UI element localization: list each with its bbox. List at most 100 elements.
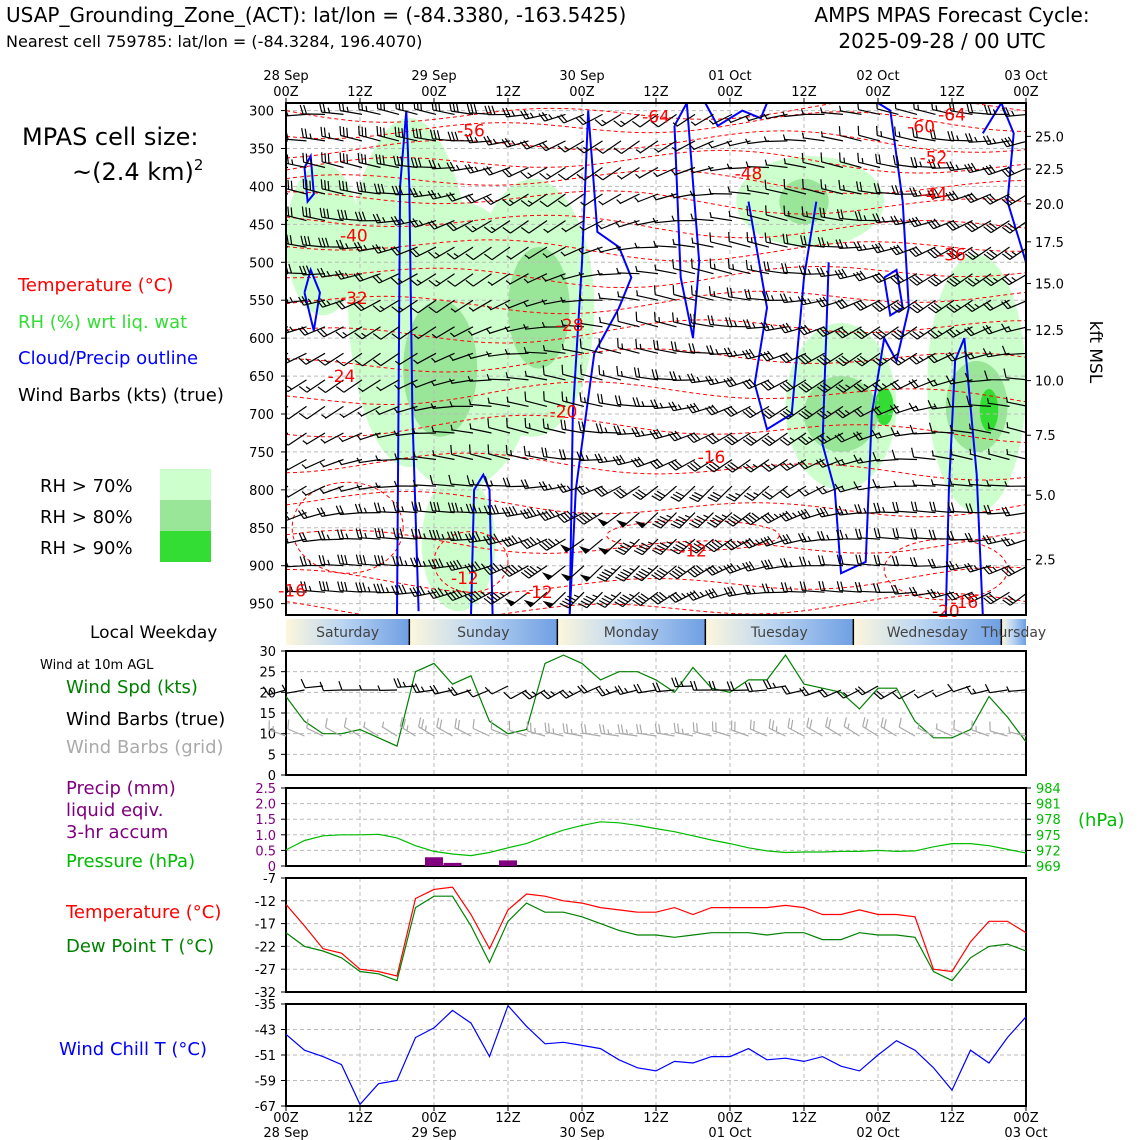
wind-barb [927, 299, 955, 314]
weekday-label: Saturday [316, 625, 379, 641]
wind-barb [782, 111, 807, 118]
wind-barb [334, 269, 363, 280]
y-tick-label: -59 [255, 1075, 276, 1090]
wind-barb [596, 565, 622, 582]
wind-barb [615, 244, 640, 251]
wind-barb [483, 562, 511, 576]
wind-barb [689, 485, 714, 503]
wind-barb [834, 432, 862, 443]
wind-barb [504, 299, 529, 309]
cell-size-label: MPAS cell size: [22, 123, 198, 151]
wind-speed-label: Wind Spd (kts) [66, 677, 198, 698]
wind-barb [335, 299, 363, 310]
temperature-contour-labels: -56-64 -60-64-52-48-44-40-36-32-28-24-20-… [278, 105, 978, 622]
top-time-label: 00Z [421, 85, 447, 100]
wind-barb [819, 207, 844, 222]
wind-barb [783, 205, 807, 222]
wind-barb [356, 484, 381, 490]
wind-barb [909, 424, 936, 435]
wind-barb [465, 246, 492, 261]
wind-barb [372, 299, 400, 313]
wind-barb [908, 586, 936, 597]
wind-barb [787, 718, 805, 737]
wind-barb [483, 504, 511, 515]
cloud-outline [981, 103, 1026, 263]
temp-label: Temperature (°C) [65, 902, 221, 923]
wind-barb [358, 125, 381, 142]
wind-barb [354, 503, 381, 514]
wind-barb [746, 205, 770, 222]
wind-barb [746, 185, 770, 195]
wind-barb [597, 220, 622, 230]
wind-barb [526, 721, 546, 737]
wind-barb [446, 559, 474, 571]
wind-barb [339, 126, 363, 142]
wind-barb [964, 162, 992, 174]
wind-barb [427, 587, 455, 599]
wind-barb [890, 584, 918, 595]
wind-barb [945, 352, 973, 362]
wind-barb [670, 192, 696, 199]
wind-barb [723, 405, 751, 417]
wind-barb [316, 298, 344, 308]
wind-barb [300, 678, 324, 689]
wind-barb [468, 299, 492, 312]
top-time-date: 28 Sep [263, 69, 308, 84]
wind-barb [910, 157, 936, 169]
wind-barb [523, 346, 548, 354]
wind-barb [392, 501, 418, 514]
wind-barb [853, 241, 881, 252]
temperature-dewpoint-panel: -32 -27 -22 -17 -12 -7 [255, 872, 1027, 1001]
temperature-contour-label: -12 [525, 583, 553, 603]
wind-barb [578, 591, 603, 609]
y-tick-label: 0 [268, 860, 276, 875]
wind-barb [372, 352, 400, 367]
wind10m-title: Wind at 10m AGL [40, 658, 154, 673]
wind-barb [447, 273, 474, 287]
y-tick-label: 2.0 [255, 798, 276, 813]
wind-barb [634, 242, 659, 249]
wind-barb [839, 105, 862, 115]
wind-barb [575, 485, 603, 496]
wind-barb [709, 258, 733, 275]
pressure-tick-label: 450 [249, 218, 274, 233]
wind-barb [490, 719, 509, 737]
wind-barb [298, 326, 326, 336]
wind-barb [871, 405, 899, 416]
wind-barb [356, 432, 381, 441]
wind-barb [636, 723, 657, 737]
wind-barb [1006, 449, 1026, 460]
wind-barb [616, 267, 640, 275]
rh-region [874, 387, 894, 426]
wind-barb [449, 103, 474, 115]
wind-barb [857, 152, 881, 169]
wind-barb [935, 723, 953, 737]
wind-barb [377, 685, 398, 691]
wind-barb [560, 419, 585, 434]
wind-barb [394, 453, 418, 461]
bottom-date-label: 30 Sep [559, 1126, 604, 1140]
wind-barb [633, 367, 659, 381]
wind-barb [357, 103, 381, 115]
hpa-right-label: (hPa) [1078, 810, 1125, 831]
wind-barb [872, 352, 899, 367]
wind-barb [448, 474, 474, 487]
wind-barb [286, 458, 307, 471]
temperature-contour-label: -16 [950, 593, 978, 613]
wind-barb [447, 502, 474, 514]
wind-barb [469, 423, 492, 434]
bottom-date-label: 29 Sep [411, 1126, 456, 1140]
wind-barb [631, 427, 659, 438]
wind-barb [815, 485, 844, 495]
wind-barb [1000, 536, 1026, 547]
top-time-label: 12Z [939, 85, 965, 100]
top-time-date: 30 Sep [559, 69, 604, 84]
wind-barb [834, 483, 862, 493]
wind-barb [964, 220, 992, 233]
wind-barb [705, 375, 733, 386]
wind-barb [689, 140, 714, 151]
wind-barb [372, 244, 400, 254]
wind-barb [586, 565, 603, 582]
wind-barb [651, 485, 677, 502]
wind-barb [560, 296, 585, 303]
